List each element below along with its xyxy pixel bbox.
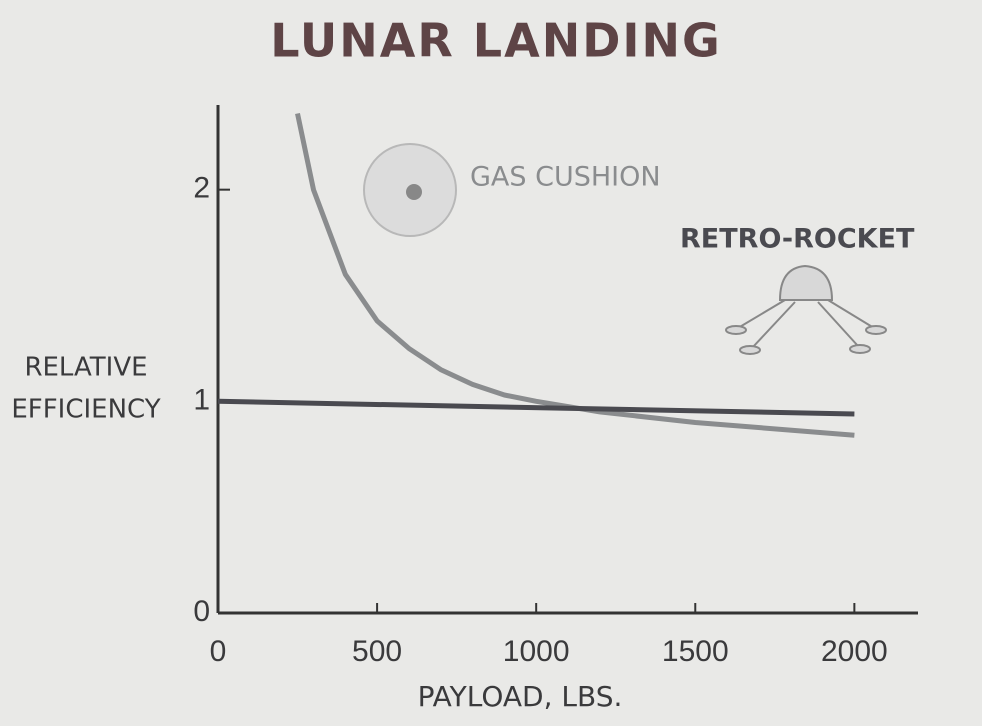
y-tick-label: 1 <box>193 383 210 416</box>
series-label: GAS CUSHION <box>470 162 661 193</box>
y-tick-label: 0 <box>193 595 210 628</box>
x-tick-label: 1000 <box>503 635 570 668</box>
x-tick-label: 0 <box>210 635 227 668</box>
chart: LUNAR LANDING PAYLOAD, LBS. RELATIVE EFF… <box>0 0 982 726</box>
x-tick-label: 1500 <box>662 635 729 668</box>
x-tick-label: 2000 <box>821 635 888 668</box>
y-axis-label: RELATIVE <box>24 353 147 383</box>
x-tick-label: 500 <box>352 635 402 668</box>
x-axis-label: PAYLOAD, LBS. <box>418 680 623 713</box>
gas-cushion-illustration <box>364 144 456 236</box>
chart-title: LUNAR LANDING <box>270 14 722 68</box>
y-tick-label: 2 <box>193 172 210 205</box>
series-label: RETRO-ROCKET <box>680 224 915 255</box>
y-axis-label: EFFICIENCY <box>11 395 160 425</box>
